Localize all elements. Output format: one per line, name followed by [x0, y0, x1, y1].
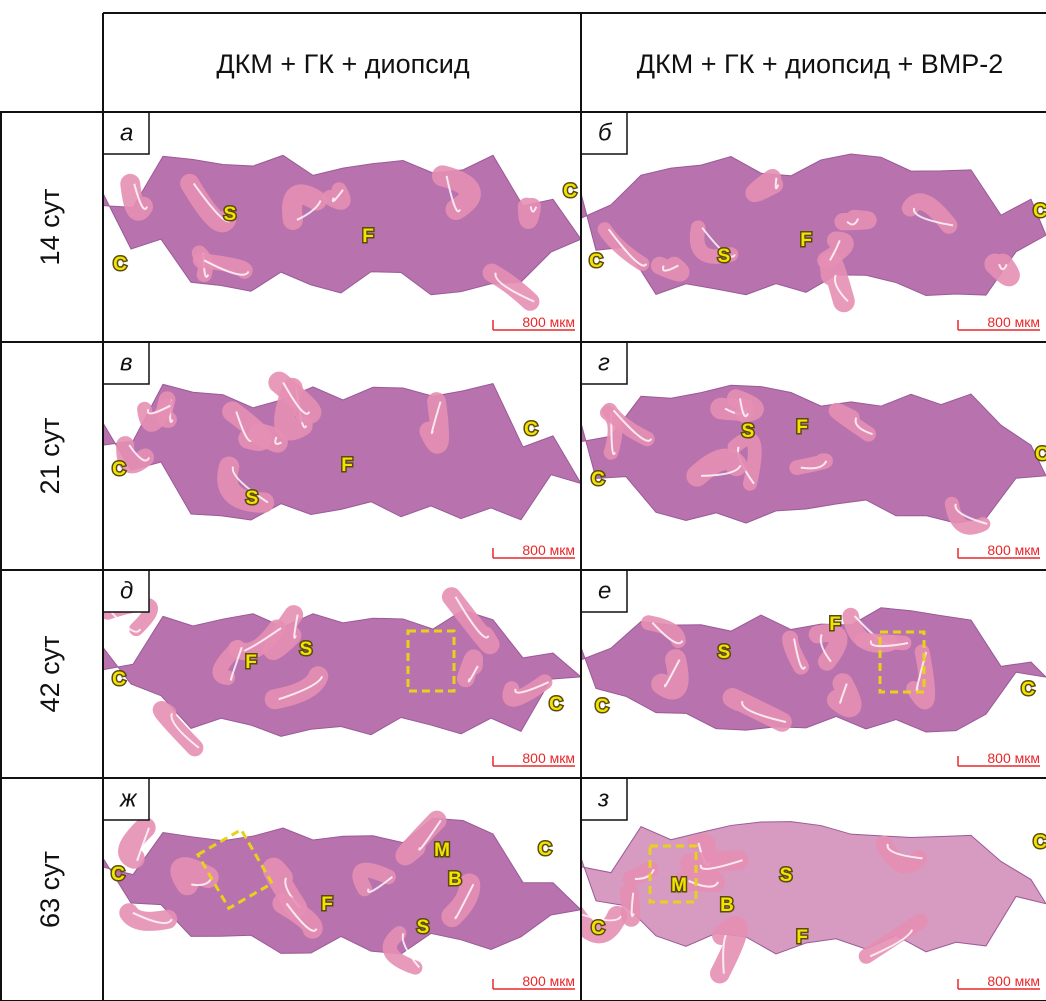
region-marker: C [563, 181, 577, 202]
region-marker: S [417, 917, 430, 938]
region-marker: S [718, 642, 731, 663]
scale-label: 800 мкм [987, 750, 1040, 766]
panel-letter: в [120, 349, 133, 376]
region-marker: F [321, 894, 333, 915]
region-marker: C [595, 696, 609, 717]
region-marker: C [1033, 201, 1046, 222]
panel-letter: а [120, 119, 133, 146]
region-marker: F [245, 652, 257, 673]
region-marker: S [300, 639, 313, 660]
row-label: 42 сут [35, 636, 65, 713]
region-marker: S [224, 204, 237, 225]
panel-letter: б [598, 119, 613, 146]
region-marker: C [1033, 832, 1046, 853]
micrograph: S F C C [581, 385, 1046, 527]
column-header: ДКМ + ГК + диопсид [216, 49, 469, 79]
region-marker: C [591, 469, 605, 490]
bone-strand [181, 868, 208, 885]
region-marker: S [718, 246, 731, 267]
region-marker: C [113, 254, 127, 275]
region-marker: S [742, 421, 755, 442]
region-marker: C [111, 864, 125, 885]
region-marker: F [800, 230, 812, 251]
region-marker: C [589, 251, 603, 272]
region-marker: F [341, 455, 353, 476]
region-marker: F [796, 927, 808, 948]
scale-label: 800 мкм [987, 973, 1040, 989]
region-marker: C [112, 669, 126, 690]
panel-letter: е [598, 577, 611, 604]
region-marker: B [720, 895, 734, 916]
region-marker: C [524, 419, 538, 440]
scale-label: 800 мкм [522, 973, 575, 989]
region-marker: C [538, 839, 552, 860]
tissue [581, 385, 1046, 523]
panel-letter: г [598, 349, 610, 376]
panel-letter: д [120, 577, 133, 604]
region-marker: C [591, 918, 605, 939]
column-header: ДКМ + ГК + диопсид + BMP-2 [637, 49, 1004, 79]
figure: ДКМ + ГК + диопсид ДКМ + ГК + диопсид + … [0, 0, 1046, 1001]
bone-strand [754, 178, 774, 194]
bone-strand [837, 684, 851, 707]
row-label: 21 сут [35, 418, 65, 495]
scale-label: 800 мкм [987, 542, 1040, 558]
region-marker: C [1021, 679, 1035, 700]
row-label: 14 сут [35, 189, 65, 266]
region-marker: F [362, 226, 374, 247]
bone-strand [862, 640, 904, 643]
region-marker: M [434, 840, 450, 861]
region-marker: S [246, 488, 259, 509]
bone-strand [736, 398, 755, 413]
region-marker: M [671, 875, 687, 896]
region-marker: C [549, 694, 563, 715]
bone-strand [843, 218, 868, 221]
panel-letter: з [597, 785, 609, 812]
scale-label: 800 мкм [522, 542, 575, 558]
scale-label: 800 мкм [522, 314, 575, 330]
scale-label: 800 мкм [522, 750, 575, 766]
row-label: 63 сут [35, 851, 65, 928]
region-marker: B [448, 869, 462, 890]
region-marker: F [796, 417, 808, 438]
scale-label: 800 мкм [987, 314, 1040, 330]
region-marker: F [829, 614, 841, 635]
region-marker: C [112, 459, 126, 480]
region-marker: C [1035, 444, 1046, 465]
panel-letter: ж [119, 785, 138, 812]
region-marker: S [780, 865, 793, 886]
